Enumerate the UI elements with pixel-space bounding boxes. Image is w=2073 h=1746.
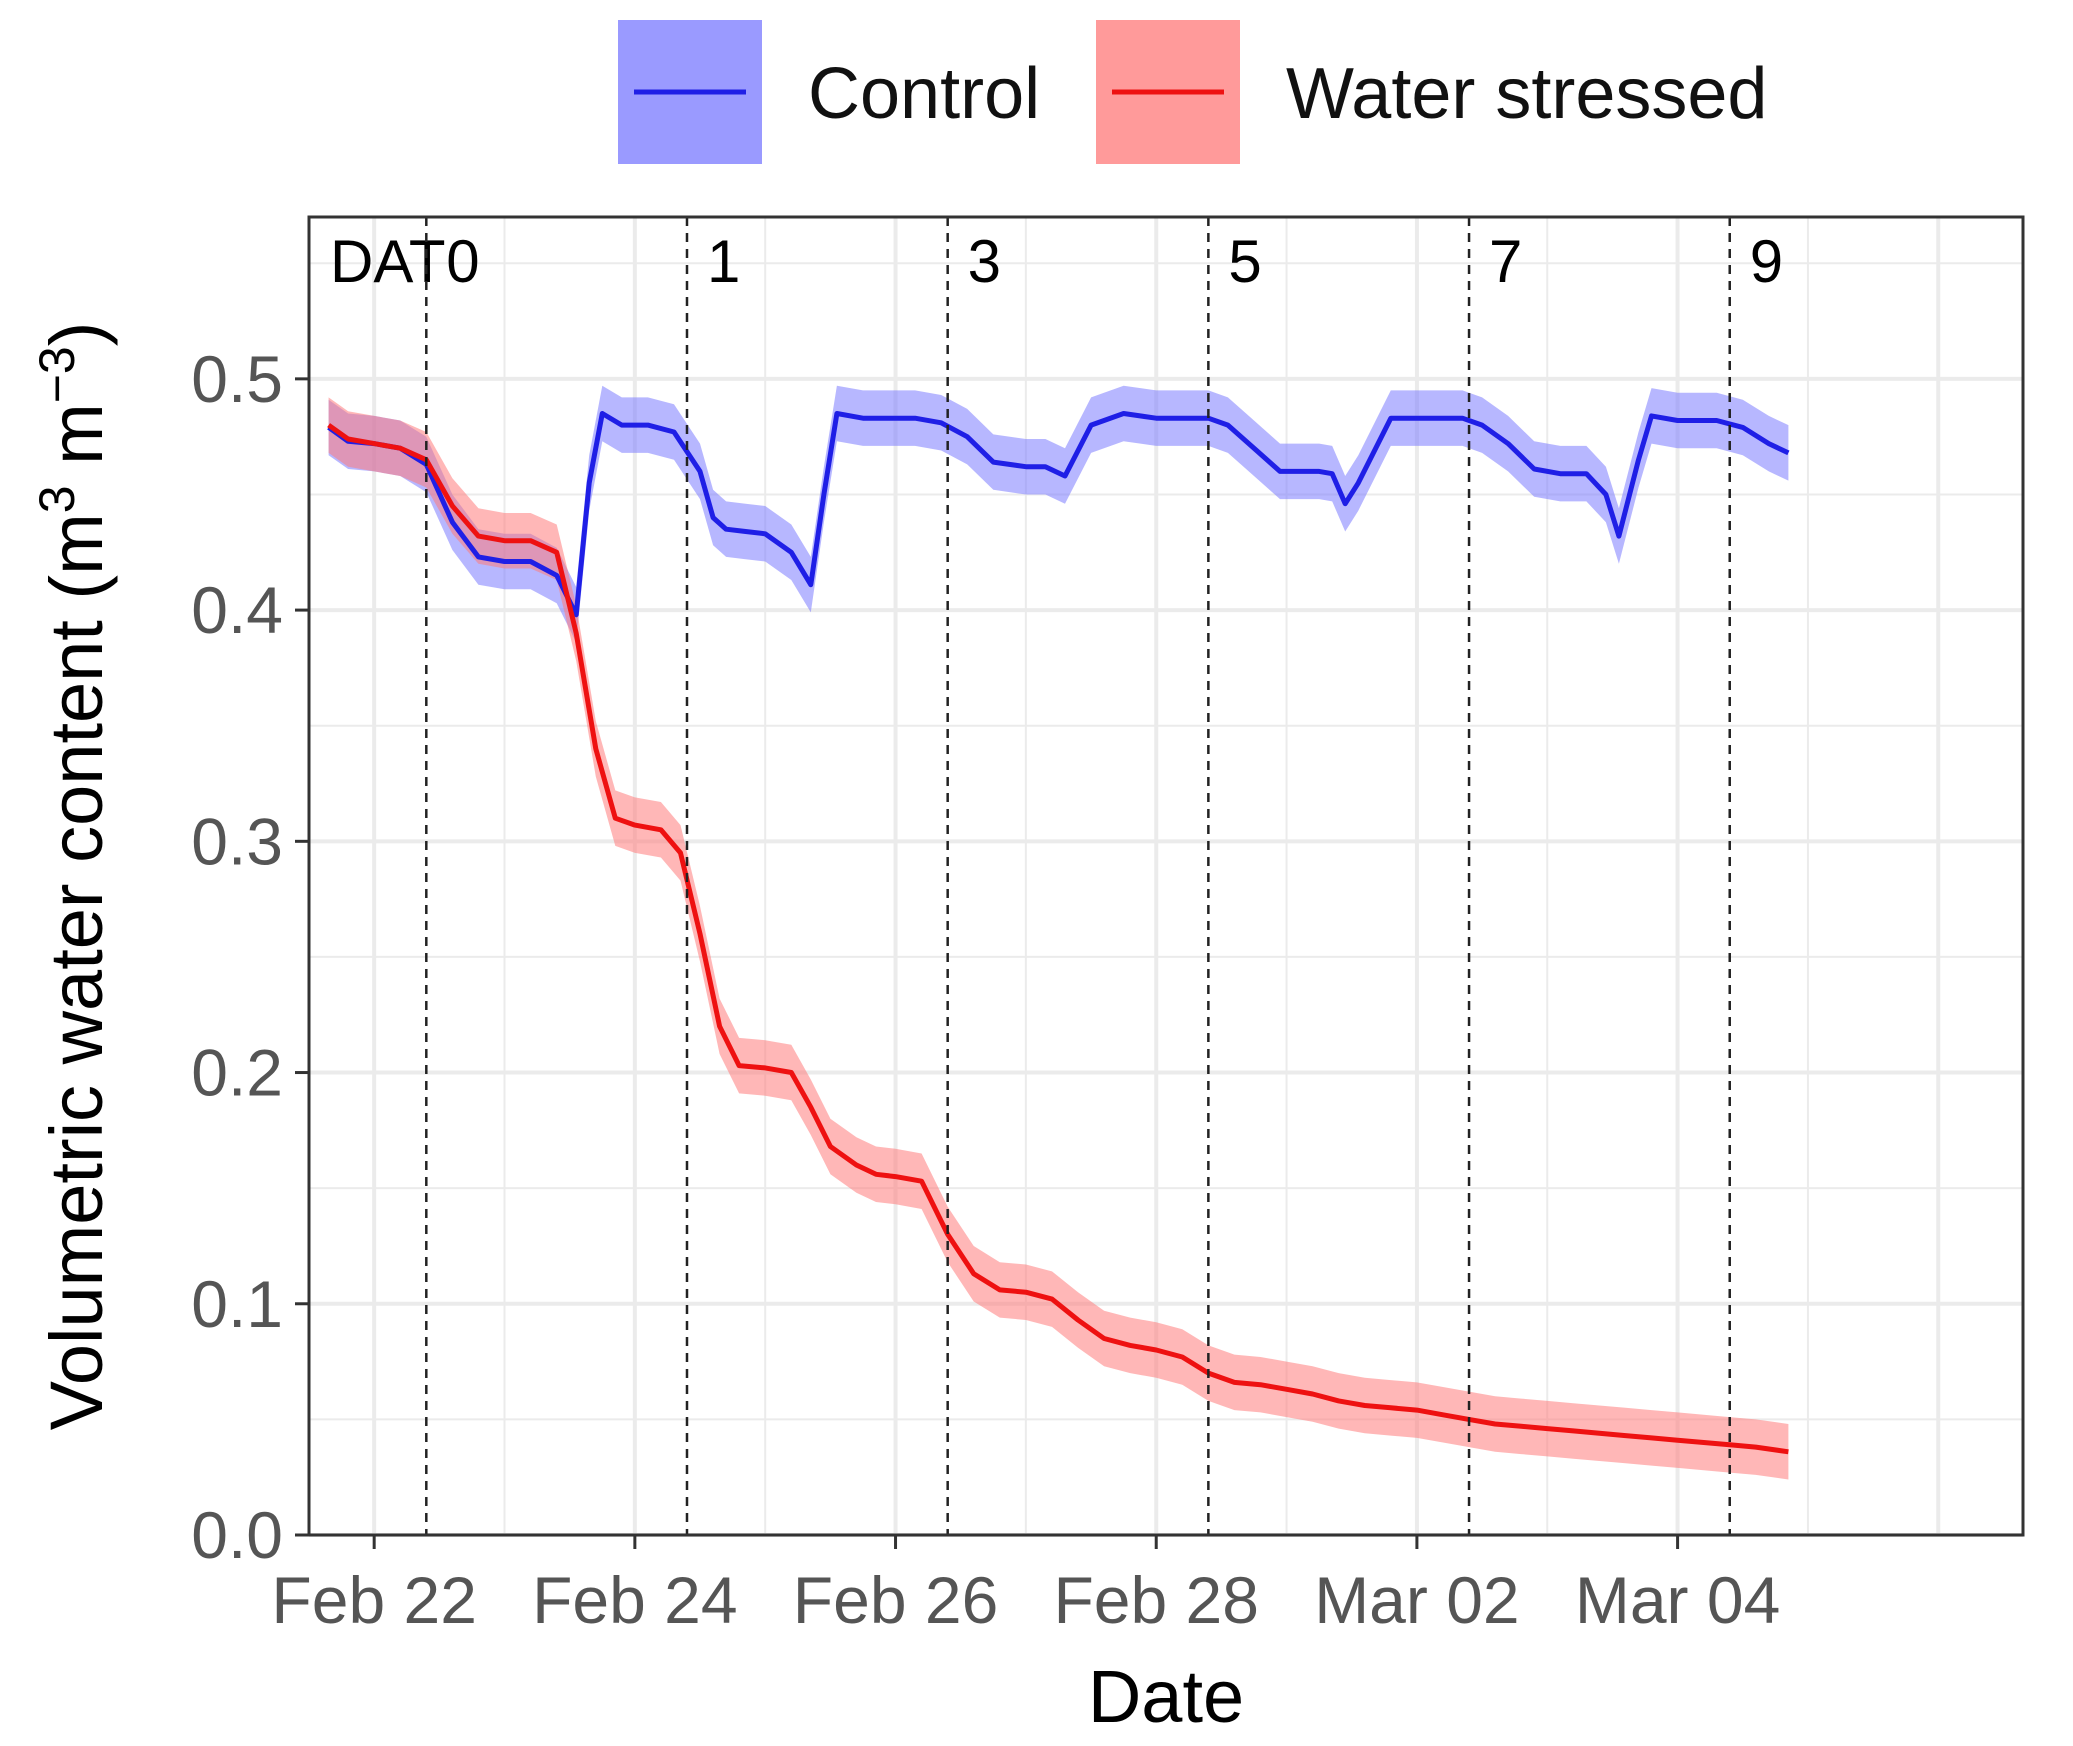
legend-label-control: Control [808,54,1040,134]
y-axis-title-end: ) [35,322,118,347]
x-tick-label: Feb 24 [532,1563,737,1637]
legend-label-water-stressed: Water stressed [1286,54,1767,134]
dat-label: 3 [968,228,1001,295]
y-tick-label: 0.5 [191,342,283,416]
x-tick-label: Feb 28 [1053,1563,1258,1637]
dat-label: 5 [1228,228,1261,295]
band-control [328,385,1789,643]
y-axis-title: Volumetric water content (m3 m−3) [29,322,118,1431]
y-tick-label: 0.1 [191,1267,283,1341]
band-water-stressed [328,397,1789,1480]
x-tick-label: Mar 04 [1575,1563,1780,1637]
series-line-water-stressed [327,423,1789,1455]
dat-label: 7 [1489,228,1522,295]
x-tick-label: Feb 26 [793,1563,998,1637]
y-axis-title-sup2: −3 [29,346,85,403]
y-tick-label: 0.3 [191,804,283,878]
dat-label: 1 [707,228,740,295]
x-tick-label: Feb 22 [271,1563,476,1637]
x-tick-label: Mar 02 [1314,1563,1519,1637]
y-tick-label: 0.0 [191,1498,283,1572]
x-axis-title: Date [1088,1655,1244,1738]
dat-title: DAT [330,228,446,295]
legend: Control Water stressed [618,20,1767,164]
confidence-bands [328,385,1789,1480]
plot-frame [307,215,2025,1537]
series-line-control [327,411,1790,618]
dat-markers: DAT 0 1 3 5 7 9 [330,217,1783,1535]
y-tick-label: 0.4 [191,573,283,647]
y-axis-title-main: Volumetric water content (m [35,513,118,1430]
dat-label: 0 [446,228,479,295]
dat-label: 9 [1750,228,1783,295]
y-axis-title-sup1: 3 [29,485,85,513]
y-tick-label: 0.2 [191,1036,283,1110]
x-axis: Feb 22 Feb 24 Feb 26 Feb 28 Mar 02 Mar 04 [271,1535,1780,1637]
y-axis-title-mid: m [35,403,118,485]
series-lines [327,411,1790,1455]
y-axis: 0.0 0.1 0.2 0.3 0.4 0.5 [191,342,309,1572]
